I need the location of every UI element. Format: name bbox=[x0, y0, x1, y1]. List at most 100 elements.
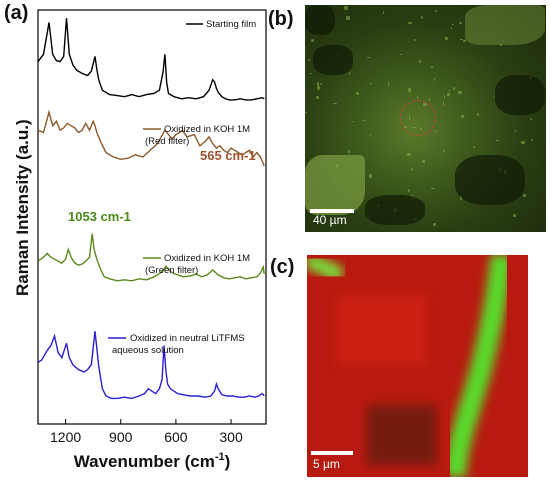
speck bbox=[413, 39, 417, 42]
x-axis-label-base: Wavenumber (cm bbox=[74, 452, 215, 471]
speck bbox=[442, 102, 444, 107]
legend-text-starting: Starting film bbox=[206, 19, 256, 30]
speck bbox=[444, 36, 448, 40]
speck bbox=[382, 11, 384, 15]
optical-micrograph: 40 µm bbox=[305, 5, 546, 232]
x-axis-label: Wavenumber (cm-1) bbox=[74, 451, 231, 471]
plot-frame bbox=[37, 9, 267, 425]
speck bbox=[493, 95, 495, 98]
annotation-1053: 1053 cm-1 bbox=[68, 209, 131, 224]
speck bbox=[530, 139, 533, 142]
speck bbox=[355, 91, 359, 95]
map-dark-region bbox=[367, 405, 437, 465]
speck bbox=[429, 97, 431, 102]
panel-label-a: (a) bbox=[4, 2, 29, 24]
annotation-565: 565 cm-1 bbox=[200, 148, 256, 163]
y-axis-label: Raman Intensity (a.u.) bbox=[13, 119, 32, 296]
speck bbox=[530, 118, 532, 121]
raman-map: 5 µm bbox=[307, 255, 528, 477]
speck bbox=[490, 35, 493, 37]
speck bbox=[435, 10, 438, 13]
speck bbox=[418, 60, 422, 63]
speck bbox=[513, 213, 516, 218]
speck bbox=[448, 89, 450, 91]
speck bbox=[348, 71, 350, 75]
series-line-0 bbox=[37, 18, 265, 101]
speck bbox=[460, 114, 465, 118]
speck bbox=[408, 189, 411, 192]
dark-region bbox=[305, 5, 335, 35]
speck bbox=[367, 57, 371, 59]
speck bbox=[316, 82, 319, 87]
speck bbox=[305, 112, 308, 114]
speck bbox=[317, 86, 320, 91]
speck bbox=[462, 39, 466, 43]
speck bbox=[369, 82, 372, 85]
speck bbox=[453, 86, 456, 91]
x-tick-label: 900 bbox=[109, 429, 133, 445]
x-axis-label-close: ) bbox=[225, 452, 231, 471]
bright-region bbox=[465, 5, 545, 45]
speck bbox=[348, 149, 350, 153]
speck bbox=[435, 129, 438, 132]
speck bbox=[316, 95, 320, 99]
green-corner bbox=[307, 255, 345, 283]
speck bbox=[496, 140, 499, 142]
legend-text-green-1: Oxidized in KOH 1M bbox=[164, 253, 250, 264]
speck bbox=[400, 54, 403, 56]
speck bbox=[500, 44, 503, 47]
speck bbox=[346, 16, 351, 20]
speck bbox=[421, 159, 426, 164]
speck bbox=[443, 95, 446, 99]
bright-region bbox=[305, 155, 365, 215]
speck bbox=[433, 222, 436, 227]
speck bbox=[459, 38, 463, 41]
speck bbox=[521, 141, 525, 145]
speck bbox=[352, 121, 354, 123]
speck bbox=[433, 77, 435, 81]
series-line-2 bbox=[37, 233, 265, 282]
legend-text-green-2: (Green filter) bbox=[145, 265, 198, 276]
panel-label-c: (c) bbox=[270, 256, 295, 278]
speck bbox=[406, 152, 411, 157]
speck bbox=[446, 93, 450, 97]
dark-region bbox=[455, 155, 525, 205]
speck bbox=[421, 16, 423, 19]
dark-region bbox=[495, 75, 545, 115]
speck bbox=[459, 21, 462, 24]
speck bbox=[310, 38, 314, 43]
raman-plot-axes: 1200 900 600 300 bbox=[37, 9, 267, 445]
speck bbox=[515, 130, 517, 132]
map-hot-region bbox=[337, 295, 427, 365]
speck bbox=[522, 194, 527, 198]
speck bbox=[408, 87, 411, 92]
dark-region bbox=[365, 195, 425, 225]
speck bbox=[408, 21, 413, 25]
x-axis-label-sup: -1 bbox=[215, 451, 225, 463]
x-tick-label: 1200 bbox=[50, 429, 81, 445]
series-line-1 bbox=[37, 109, 265, 167]
speck bbox=[344, 13, 346, 15]
speck bbox=[344, 5, 348, 10]
speck bbox=[368, 173, 373, 178]
legend-text-red-2: (Red filter) bbox=[145, 136, 189, 147]
scale-label-b: 40 µm bbox=[313, 213, 347, 227]
raman-curves bbox=[37, 18, 265, 400]
speck bbox=[411, 167, 414, 172]
speck bbox=[442, 150, 446, 152]
speck bbox=[369, 133, 372, 137]
speck bbox=[417, 96, 419, 100]
legend-group: Starting film Oxidized in KOH 1M (Red fi… bbox=[108, 19, 256, 356]
analysis-spot-marker bbox=[400, 100, 436, 136]
x-tick-label: 600 bbox=[164, 429, 188, 445]
speck bbox=[431, 187, 435, 190]
y-axis-label-text: Raman Intensity (a.u.) bbox=[13, 119, 32, 296]
speck bbox=[431, 66, 434, 69]
scale-label-c: 5 µm bbox=[313, 457, 340, 471]
legend-text-red-1: Oxidized in KOH 1M bbox=[164, 124, 250, 135]
speck bbox=[473, 145, 476, 148]
scale-bar-c bbox=[311, 451, 353, 455]
speck bbox=[450, 26, 452, 29]
speck bbox=[345, 221, 348, 224]
